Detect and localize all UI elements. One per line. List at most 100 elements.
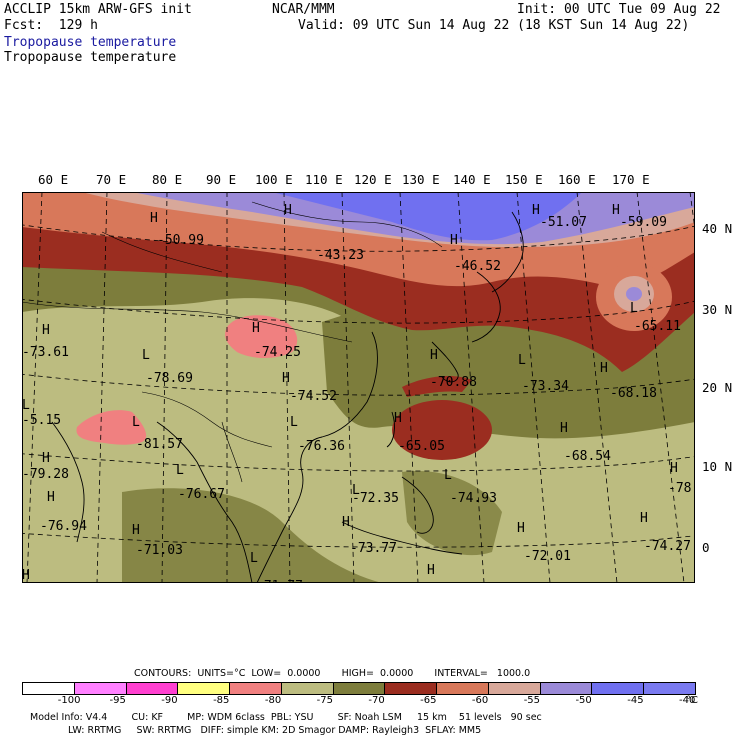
color-bar-swatch — [384, 682, 438, 695]
lon-label: 140 E — [453, 172, 491, 187]
borders — [22, 201, 443, 483]
lon-label: 100 E — [255, 172, 293, 187]
center-value: -68.18 — [610, 386, 657, 401]
center-value: -74.25 — [254, 345, 301, 360]
color-bar-label: -60 — [471, 695, 489, 706]
color-bar-swatch — [73, 682, 127, 695]
center-value: -50.99 — [157, 233, 204, 248]
center-value: -5.15 — [22, 413, 61, 428]
color-bar-swatch — [591, 682, 645, 695]
high-center-marker: H — [282, 371, 290, 386]
color-bar-label: -100 — [57, 695, 81, 706]
shade-dark-olive-sea — [402, 471, 502, 556]
low-center-marker: L — [22, 398, 30, 413]
color-bar-swatch — [436, 682, 489, 695]
lat-label: 40 N — [702, 221, 733, 236]
center-value: -78.69 — [146, 371, 193, 386]
lon-label: 160 E — [558, 172, 596, 187]
center-value: -65.05 — [398, 439, 445, 454]
lon-label: 130 E — [402, 172, 440, 187]
lon-label: 80 E — [152, 172, 183, 187]
init-time: Init: 00 UTC Tue 09 Aug 22 — [517, 2, 721, 17]
center-value: -73.77 — [350, 541, 397, 556]
center-value: -72.01 — [524, 549, 571, 564]
center-value: -65.11 — [634, 319, 681, 334]
units-label: °C — [686, 695, 698, 706]
high-center-marker: H — [42, 323, 50, 338]
lat-label: 10 N — [702, 459, 733, 474]
center-value: -73.61 — [22, 345, 69, 360]
high-center-marker: H — [47, 490, 55, 505]
center-value: -76.36 — [298, 439, 345, 454]
color-bar-swatch — [125, 682, 179, 695]
lon-label: 150 E — [505, 172, 543, 187]
high-center-marker: H — [427, 563, 435, 578]
high-center-marker: H — [532, 203, 540, 218]
shade-pink-patch-2 — [76, 410, 147, 445]
low-center-marker: L — [290, 415, 298, 430]
center-value: -76.94 — [40, 519, 87, 534]
forecast-map: H-50.99H-43.23H-46.52H-51.07H-59.09L-65.… — [22, 192, 695, 583]
high-center-marker: H — [132, 523, 140, 538]
pressure-centers: H-50.99H-43.23H-46.52H-51.07H-59.09L-65.… — [22, 203, 695, 583]
color-bar-swatch — [539, 682, 593, 695]
color-bar-label: -70 — [368, 695, 385, 706]
high-center-marker: H — [640, 511, 648, 526]
lon-label: 110 E — [305, 172, 343, 187]
high-center-marker: H — [430, 348, 438, 363]
model-info-line2: LW: RRTMG SW: RRTMG DIFF: simple KM: 2D … — [68, 725, 482, 736]
low-center-marker: L — [444, 468, 452, 483]
color-bar-swatch — [487, 682, 541, 695]
center-value: -43.23 — [317, 248, 364, 263]
center-value: -74.93 — [450, 491, 497, 506]
high-center-marker: H — [600, 361, 608, 376]
center-value: -59.09 — [620, 215, 667, 230]
lat-label: 0 — [702, 540, 710, 555]
organization-label: NCAR/MMM — [272, 2, 335, 17]
contours-info: CONTOURS: UNITS=°C LOW= 0.0000 HIGH= 0.0… — [134, 668, 531, 679]
lon-label: 170 E — [612, 172, 650, 187]
center-value: -73.34 — [522, 379, 569, 394]
high-center-marker: H — [22, 568, 30, 583]
center-value: -72.35 — [352, 491, 399, 506]
color-bar-label: -95 — [109, 695, 126, 706]
shade-dark-red-blob — [392, 400, 492, 460]
color-bar-swatch — [22, 682, 75, 695]
color-bar-swatch — [280, 682, 334, 695]
color-bar-label: -45 — [627, 695, 644, 706]
center-value: -71.03 — [136, 543, 183, 558]
coastlines — [51, 211, 524, 583]
high-center-marker: H — [612, 203, 620, 218]
low-center-marker: L — [630, 301, 638, 316]
color-bar-swatch — [332, 682, 386, 695]
center-value: -74.52 — [290, 389, 337, 404]
high-center-marker: H — [560, 421, 568, 436]
center-value: -68.54 — [564, 449, 611, 464]
center-value: -74.27 — [644, 539, 691, 554]
color-bar-label: -55 — [523, 695, 541, 706]
high-center-marker: H — [394, 411, 402, 426]
low-center-marker: L — [176, 463, 184, 478]
high-center-marker: H — [670, 461, 678, 476]
center-value: -79.28 — [22, 467, 69, 482]
lon-label: 120 E — [354, 172, 392, 187]
color-bar-swatch — [229, 682, 282, 695]
lon-label: 60 E — [38, 172, 69, 187]
center-value: -71.77 — [256, 579, 303, 583]
color-bar-label: -65 — [420, 695, 437, 706]
lat-label: 30 N — [702, 302, 733, 317]
low-center-marker: L — [142, 348, 150, 363]
field-title-shaded: Tropopause temperature — [4, 35, 177, 50]
center-value: -81.57 — [136, 437, 183, 452]
center-value: -70.88 — [430, 375, 477, 390]
high-center-marker: H — [284, 203, 292, 218]
low-center-marker: L — [352, 483, 360, 498]
valid-time: Valid: 09 UTC Sun 14 Aug 22 (18 KST Sun … — [298, 18, 690, 33]
color-bar-swatch — [177, 682, 231, 695]
high-center-marker: H — [517, 521, 525, 536]
forecast-hour: Fcst: 129 h — [4, 18, 98, 33]
center-value: -46.52 — [454, 259, 501, 274]
model-info-line1: Model Info: V4.4 CU: KF MP: WDM 6class P… — [30, 712, 542, 723]
color-bar-label: -75 — [316, 695, 333, 706]
low-center-marker: L — [132, 415, 140, 430]
